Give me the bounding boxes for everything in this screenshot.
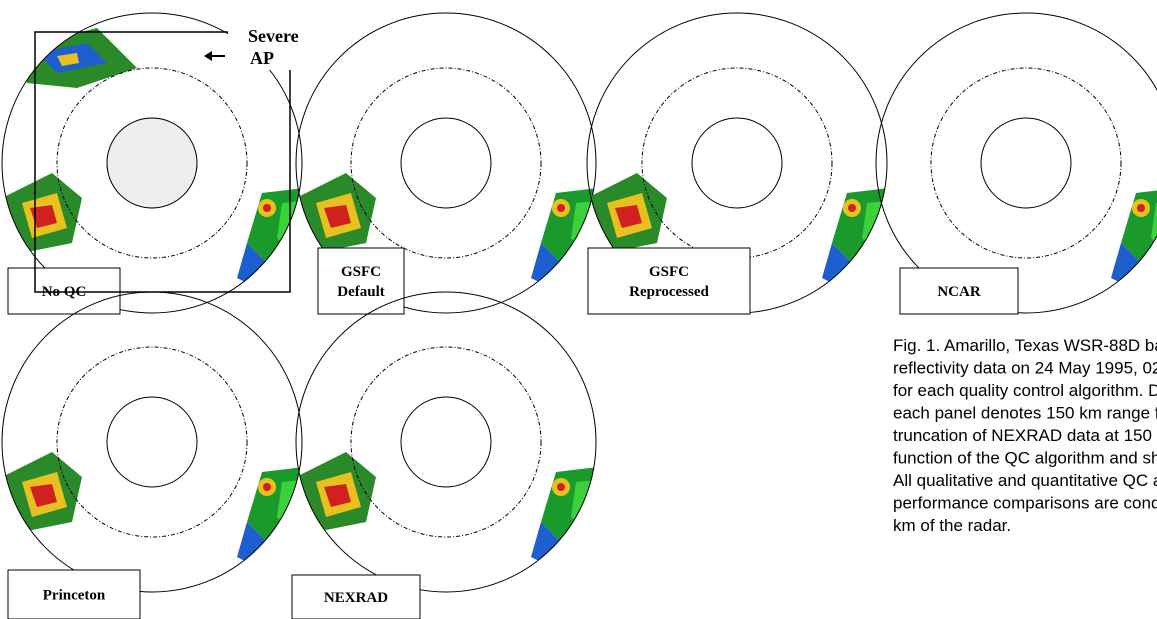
panel-label: Default	[337, 284, 385, 300]
panel-label-box	[318, 248, 404, 314]
range-ring	[351, 347, 541, 537]
panel-label: NEXRAD	[324, 590, 388, 606]
caption-line: function of the QC algorithm and should …	[893, 449, 1157, 468]
panel-label: NCAR	[937, 284, 980, 300]
caption-line: All qualitative and quantitative QC algo…	[893, 471, 1157, 490]
caption-line: for each quality control algorithm. Dash…	[893, 381, 1157, 400]
range-ring	[401, 118, 491, 208]
echo	[1111, 175, 1157, 293]
range-ring	[351, 68, 541, 258]
arrow-head	[204, 51, 212, 61]
range-ring	[57, 347, 247, 537]
range-ring	[692, 118, 782, 208]
panel-label-box	[588, 248, 750, 314]
panel-label: Princeton	[43, 588, 106, 604]
annotation: Severe	[248, 26, 299, 46]
echo	[281, 452, 376, 552]
range-ring	[107, 397, 197, 487]
radar-figure: No QCGSFCDefaultGSFCReprocessedNCARPrinc…	[0, 0, 1157, 619]
caption-line: km of the radar.	[893, 516, 1011, 535]
radar-panel	[0, 452, 357, 572]
panel-label: Reprocessed	[629, 284, 709, 300]
caption-line: truncation of NEXRAD data at 150 km is N…	[893, 426, 1157, 445]
panel-label: GSFC	[341, 264, 381, 280]
caption-line: Fig. 1. Amarillo, Texas WSR-88D base-sca…	[893, 336, 1157, 355]
echo	[0, 173, 82, 273]
caption-line: reflectivity data on 24 May 1995, 0204 U…	[893, 359, 1157, 378]
range-ring	[401, 397, 491, 487]
caption-line: each panel denotes 150 km range from rad…	[893, 404, 1157, 423]
echo	[531, 454, 651, 572]
radar-panel	[0, 28, 357, 293]
caption-line: performance comparisons are conducted wi…	[893, 494, 1157, 513]
radar-panel	[1111, 175, 1157, 293]
range-ring	[981, 118, 1071, 208]
radar-panel	[281, 452, 651, 572]
figure-page: No QCGSFCDefaultGSFCReprocessedNCARPrinc…	[0, 0, 1157, 619]
annotation: AP	[250, 48, 274, 68]
echo	[0, 452, 82, 552]
range-ring	[642, 68, 832, 258]
panel-label: GSFC	[649, 264, 689, 280]
range-ring	[931, 68, 1121, 258]
